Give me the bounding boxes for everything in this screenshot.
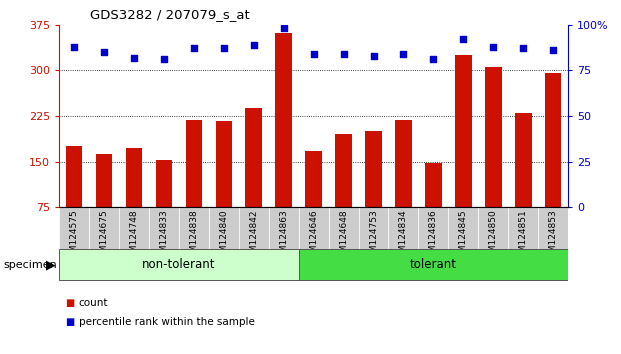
Bar	[269, 207, 299, 276]
Bar	[365, 131, 382, 207]
Bar	[59, 250, 299, 280]
Bar	[335, 134, 351, 207]
Bar	[156, 160, 172, 207]
Text: GSM124575: GSM124575	[70, 209, 78, 264]
Point	[519, 46, 528, 51]
Point	[399, 51, 409, 57]
Point	[338, 51, 348, 57]
Bar	[545, 73, 561, 207]
Text: GSM124842: GSM124842	[249, 209, 258, 264]
Bar	[538, 207, 568, 276]
Bar	[509, 207, 538, 276]
Text: GSM124648: GSM124648	[339, 209, 348, 264]
Bar	[448, 207, 478, 276]
Bar	[478, 207, 509, 276]
Text: ▶: ▶	[47, 258, 56, 271]
Point	[428, 57, 438, 62]
Point	[159, 57, 169, 62]
Text: GSM124863: GSM124863	[279, 209, 288, 264]
Text: GSM124845: GSM124845	[459, 209, 468, 264]
Bar	[66, 146, 82, 207]
Bar	[276, 33, 292, 207]
Bar	[89, 207, 119, 276]
Bar	[485, 67, 502, 207]
Bar	[59, 207, 89, 276]
Bar	[245, 108, 262, 207]
Text: GSM124834: GSM124834	[399, 209, 408, 264]
Text: GSM124850: GSM124850	[489, 209, 498, 264]
Bar	[515, 113, 532, 207]
Bar	[125, 148, 142, 207]
Text: GSM124840: GSM124840	[219, 209, 229, 264]
Point	[368, 53, 378, 59]
Point	[458, 36, 468, 42]
Text: percentile rank within the sample: percentile rank within the sample	[79, 317, 255, 327]
Point	[309, 51, 319, 57]
Text: GSM124646: GSM124646	[309, 209, 318, 264]
Bar	[119, 207, 149, 276]
Text: GSM124853: GSM124853	[549, 209, 558, 264]
Bar	[96, 154, 112, 207]
Point	[548, 47, 558, 53]
Text: GSM124675: GSM124675	[99, 209, 109, 264]
Text: tolerant: tolerant	[410, 258, 457, 271]
Text: GSM124851: GSM124851	[519, 209, 528, 264]
Bar	[358, 207, 389, 276]
Text: GSM124833: GSM124833	[160, 209, 168, 264]
Bar	[149, 207, 179, 276]
Bar	[238, 207, 269, 276]
Point	[279, 25, 289, 31]
Bar	[186, 120, 202, 207]
Text: GSM124753: GSM124753	[369, 209, 378, 264]
Text: non-tolerant: non-tolerant	[142, 258, 215, 271]
Bar	[419, 207, 448, 276]
Point	[99, 49, 109, 55]
Bar	[389, 207, 419, 276]
Bar	[215, 121, 232, 207]
Point	[249, 42, 259, 48]
Point	[488, 44, 498, 50]
Text: GSM124836: GSM124836	[429, 209, 438, 264]
Text: GSM124838: GSM124838	[189, 209, 198, 264]
Bar	[425, 163, 442, 207]
Text: ■: ■	[65, 298, 75, 308]
Bar	[455, 55, 471, 207]
Bar	[179, 207, 209, 276]
Bar	[299, 250, 568, 280]
Point	[219, 46, 229, 51]
Text: ■: ■	[65, 317, 75, 327]
Text: GSM124748: GSM124748	[129, 209, 138, 264]
Bar	[209, 207, 238, 276]
Point	[129, 55, 139, 61]
Text: count: count	[79, 298, 109, 308]
Bar	[306, 150, 322, 207]
Point	[189, 46, 199, 51]
Text: GDS3282 / 207079_s_at: GDS3282 / 207079_s_at	[90, 8, 250, 21]
Bar	[329, 207, 358, 276]
Bar	[395, 120, 412, 207]
Bar	[299, 207, 329, 276]
Text: specimen: specimen	[3, 259, 57, 270]
Point	[69, 44, 79, 50]
